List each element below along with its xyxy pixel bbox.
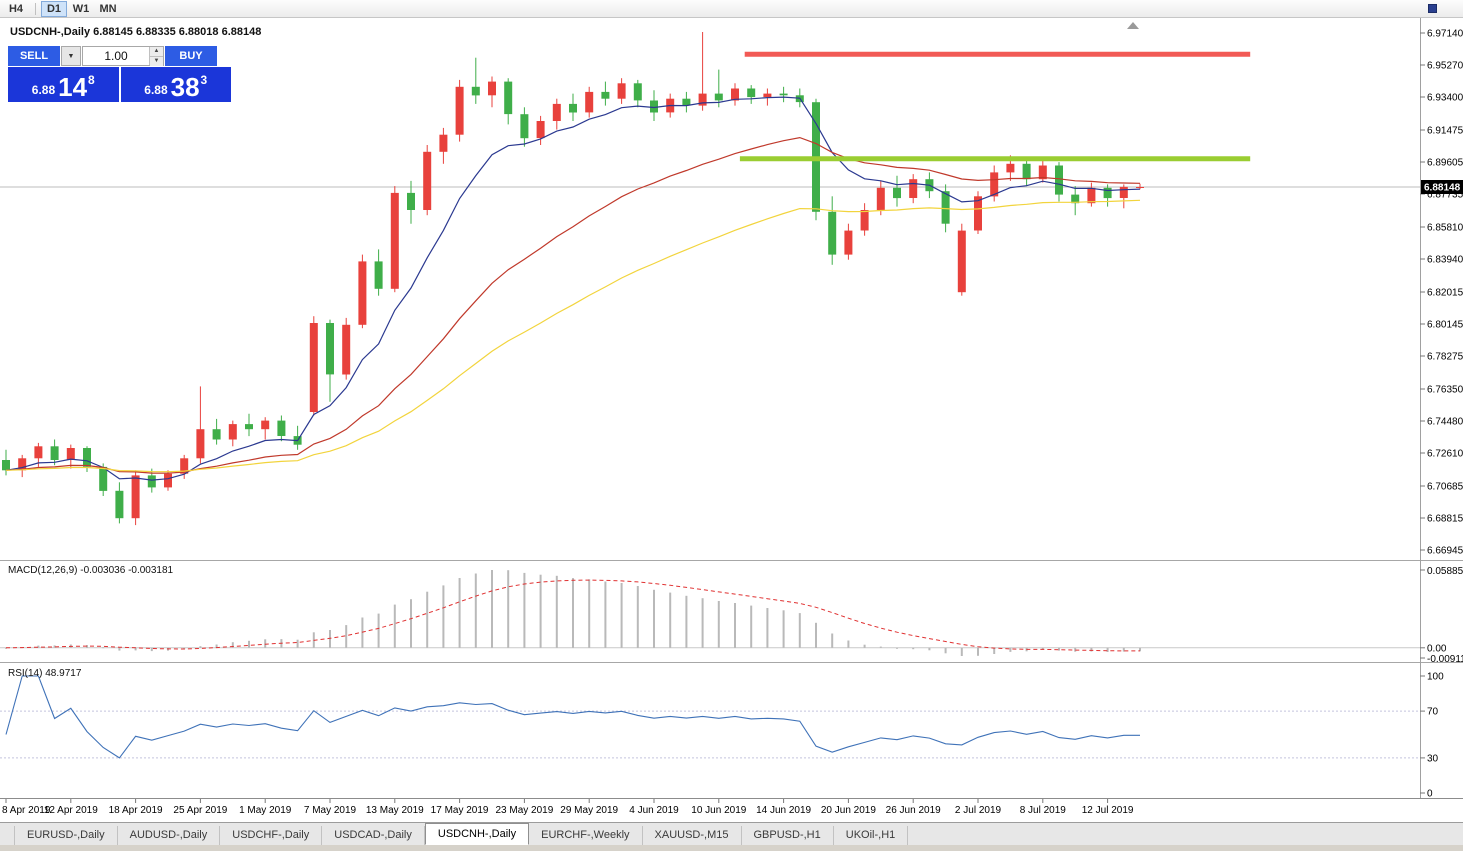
- rsi-line: [5, 675, 1140, 759]
- svg-text:29 May 2019: 29 May 2019: [560, 805, 618, 816]
- window-bottom-strip: [0, 845, 1463, 851]
- macd-indicator-label: MACD(12,26,9) -0.003036 -0.003181: [8, 565, 174, 576]
- sell-price-pip: 8: [88, 73, 95, 87]
- tab-eurchf-weekly[interactable]: EURCHF-,Weekly: [529, 826, 643, 845]
- candles-layer: [2, 32, 1144, 526]
- volume-up-button[interactable]: ▲: [150, 47, 163, 56]
- svg-text:12 Jul 2019: 12 Jul 2019: [1082, 805, 1134, 816]
- svg-text:0: 0: [1427, 789, 1433, 800]
- svg-text:6.70685: 6.70685: [1427, 482, 1463, 493]
- svg-text:10 Jun 2019: 10 Jun 2019: [691, 805, 746, 816]
- svg-text:6.95270: 6.95270: [1427, 61, 1463, 72]
- svg-text:0.00: 0.00: [1427, 643, 1447, 654]
- svg-text:25 Apr 2019: 25 Apr 2019: [173, 805, 227, 816]
- svg-text:6.88148: 6.88148: [1424, 183, 1461, 194]
- macd-signal-line: [5, 579, 1140, 652]
- toolbar-separator: [35, 2, 36, 15]
- svg-text:6.89605: 6.89605: [1427, 158, 1463, 169]
- svg-text:6.93400: 6.93400: [1427, 93, 1463, 104]
- svg-text:1 May 2019: 1 May 2019: [239, 805, 292, 816]
- timeframe-button-h4[interactable]: H4: [8, 2, 24, 15]
- macd-histogram: [5, 570, 1141, 656]
- svg-text:6.87735: 6.87735: [1427, 190, 1463, 201]
- svg-text:4 Jun 2019: 4 Jun 2019: [629, 805, 679, 816]
- svg-text:6.91475: 6.91475: [1427, 126, 1463, 137]
- timeframe-button-group: H4 D1 W1 MN: [3, 0, 122, 18]
- tab-audusd-daily[interactable]: AUDUSD-,Daily: [118, 826, 221, 845]
- svg-text:18 Apr 2019: 18 Apr 2019: [109, 805, 163, 816]
- svg-text:8 Apr 2019: 8 Apr 2019: [2, 805, 51, 816]
- tab-ukoil-h1[interactable]: UKOil-,H1: [834, 826, 909, 845]
- volume-dropdown-button[interactable]: ▼: [61, 46, 81, 66]
- svg-text:6.68815: 6.68815: [1427, 514, 1463, 525]
- timeframe-button-d1[interactable]: D1: [41, 0, 67, 17]
- ma-line-24: [5, 136, 1141, 474]
- svg-text:12 Apr 2019: 12 Apr 2019: [44, 805, 98, 816]
- tab-eurusd-daily[interactable]: EURUSD-,Daily: [14, 826, 118, 845]
- tab-usdcad-daily[interactable]: USDCAD-,Daily: [322, 826, 425, 845]
- volume-down-button[interactable]: ▼: [150, 56, 163, 66]
- sell-price-box[interactable]: 6.88 14 8: [8, 67, 119, 102]
- svg-text:2 Jul 2019: 2 Jul 2019: [955, 805, 1002, 816]
- chart-window: 6.97140 6.95270 6.93400 6.91475 6.89605 6.877…: [0, 18, 1463, 822]
- timeframe-button-w1[interactable]: W1: [72, 2, 90, 15]
- svg-text:6.66945: 6.66945: [1427, 546, 1463, 557]
- tab-usdcnh-daily[interactable]: USDCNH-,Daily: [424, 823, 530, 845]
- svg-text:14 Jun 2019: 14 Jun 2019: [756, 805, 811, 816]
- svg-text:7 May 2019: 7 May 2019: [304, 805, 357, 816]
- macd-axis[interactable]: 0.058851 0.00-0.009116: [1420, 566, 1463, 665]
- svg-text:6.85810: 6.85810: [1427, 223, 1463, 234]
- svg-text:6.72610: 6.72610: [1427, 449, 1463, 460]
- svg-text:6.83940: 6.83940: [1427, 255, 1463, 266]
- sell-button[interactable]: SELL: [8, 46, 60, 66]
- buy-button[interactable]: BUY: [165, 46, 217, 66]
- chart-title: USDCNH-,Daily 6.88145 6.88335 6.88018 6.…: [10, 26, 262, 38]
- ma-line-45: [5, 199, 1141, 473]
- buy-price-main: 38: [170, 72, 200, 102]
- buy-price-prefix: 6.88: [144, 83, 168, 97]
- svg-text:6.78275: 6.78275: [1427, 352, 1463, 363]
- volume-input[interactable]: [83, 47, 149, 65]
- tab-xauusd-m15[interactable]: XAUUSD-,M15: [643, 826, 742, 845]
- svg-text:6.82015: 6.82015: [1427, 288, 1463, 299]
- ma-line-8: [5, 96, 1141, 481]
- timeframe-button-mn[interactable]: MN: [99, 2, 117, 15]
- bid-price-label: [1421, 180, 1463, 194]
- svg-text:20 Jun 2019: 20 Jun 2019: [821, 805, 876, 816]
- buy-price-box[interactable]: 6.88 38 3: [120, 67, 231, 102]
- tab-gbpusd-h1[interactable]: GBPUSD-,H1: [742, 826, 834, 845]
- volume-field-wrap: ▲ ▼: [82, 46, 164, 66]
- svg-text:13 May 2019: 13 May 2019: [366, 805, 424, 816]
- price-axis[interactable]: 6.97140 6.95270 6.93400 6.91475 6.89605 6.877…: [1420, 29, 1463, 557]
- svg-text:6.97140: 6.97140: [1427, 29, 1463, 40]
- svg-text:6.74480: 6.74480: [1427, 417, 1463, 428]
- volume-stepper: ▲ ▼: [149, 47, 163, 66]
- rsi-axis[interactable]: 100 70 30 0: [1420, 672, 1444, 800]
- svg-text:0.058851: 0.058851: [1427, 566, 1463, 577]
- chart-tab-bar: EURUSD-,Daily AUDUSD-,Daily USDCHF-,Daily U…: [0, 822, 1463, 845]
- chart-shift-marker[interactable]: [1127, 22, 1139, 29]
- svg-text:6.76350: 6.76350: [1427, 385, 1463, 396]
- sell-price-prefix: 6.88: [31, 83, 56, 97]
- svg-text:70: 70: [1427, 707, 1439, 718]
- sell-price-main: 14: [58, 72, 88, 102]
- chevron-down-icon: ▼: [67, 52, 75, 60]
- svg-text:8 Jul 2019: 8 Jul 2019: [1020, 805, 1067, 816]
- svg-text:23 May 2019: 23 May 2019: [495, 805, 553, 816]
- buy-price-pip: 3: [200, 73, 208, 87]
- svg-text:100: 100: [1427, 672, 1444, 683]
- svg-text:30: 30: [1427, 753, 1439, 764]
- tab-usdchf-daily[interactable]: USDCHF-,Daily: [220, 826, 323, 845]
- one-click-trade-panel: SELL ▼ ▲ ▼ BUY 6.88 14 8 6.8: [8, 46, 231, 102]
- svg-text:6.80145: 6.80145: [1427, 320, 1463, 331]
- timeframe-toolbar: H4 D1 W1 MN: [0, 0, 1463, 18]
- svg-text:26 Jun 2019: 26 Jun 2019: [886, 805, 941, 816]
- chart-canvas[interactable]: 6.97140 6.95270 6.93400 6.91475 6.89605 6.877…: [0, 18, 1463, 822]
- svg-text:17 May 2019: 17 May 2019: [431, 805, 489, 816]
- toolbar-right-icon[interactable]: [1428, 4, 1437, 13]
- svg-text:-0.009116: -0.009116: [1427, 654, 1463, 665]
- rsi-indicator-label: RSI(14) 48.9717: [8, 668, 82, 679]
